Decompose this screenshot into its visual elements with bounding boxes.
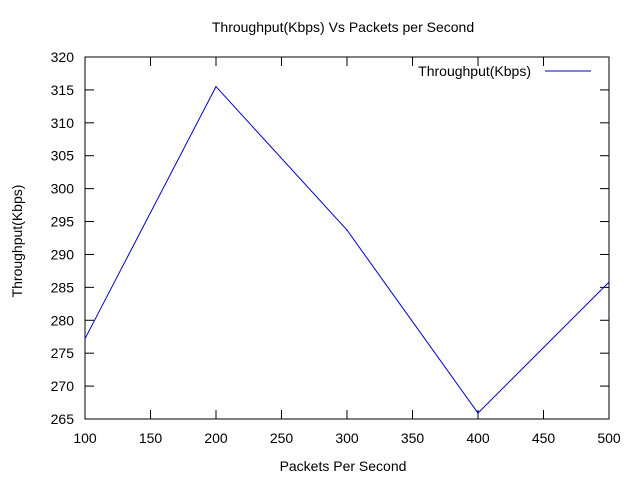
data-point [608, 281, 610, 283]
x-axis-label: Packets Per Second [280, 458, 407, 474]
series-line-throughput [84, 85, 610, 414]
x-tick-label: 500 [597, 430, 621, 446]
legend-label: Throughput(Kbps) [418, 63, 531, 79]
x-tick-label: 100 [73, 430, 97, 446]
x-tick-label: 150 [139, 430, 163, 446]
x-tick-label: 300 [335, 430, 359, 446]
data-point [477, 412, 479, 414]
y-axis: 265 270 275 280 285 290 295 300 305 310 315 320 [51, 49, 609, 427]
x-tick-label: 350 [401, 430, 425, 446]
x-tick-label: 450 [532, 430, 556, 446]
data-point [346, 229, 348, 231]
plot-frame [84, 56, 610, 420]
y-tick-label: 280 [51, 312, 75, 328]
chart-title: Throughput(Kbps) Vs Packets per Second [212, 19, 474, 35]
y-tick-label: 295 [51, 214, 75, 230]
x-tick-label: 250 [270, 430, 294, 446]
x-axis: 100 150 200 250 300 350 400 450 500 [73, 57, 621, 446]
y-tick-label: 315 [51, 82, 75, 98]
y-tick-label: 265 [51, 411, 75, 427]
y-tick-label: 270 [51, 378, 75, 394]
y-tick-label: 300 [51, 181, 75, 197]
y-tick-label: 275 [51, 345, 75, 361]
data-point [215, 86, 217, 88]
x-tick-label: 400 [466, 430, 490, 446]
y-tick-label: 310 [51, 115, 75, 131]
y-tick-label: 305 [51, 148, 75, 164]
series-layer [84, 85, 610, 414]
y-tick-label: 320 [51, 49, 75, 65]
data-point [84, 338, 86, 340]
y-tick-label: 285 [51, 279, 75, 295]
legend: Throughput(Kbps) [418, 63, 591, 79]
x-tick-label: 200 [204, 430, 228, 446]
y-axis-label: Throughput(Kbps) [9, 185, 25, 298]
y-tick-label: 290 [51, 246, 75, 262]
